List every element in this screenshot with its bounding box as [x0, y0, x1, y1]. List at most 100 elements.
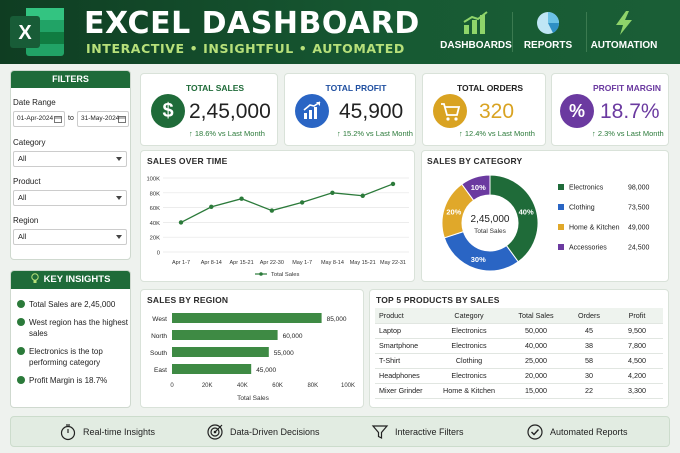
check-icon: [17, 300, 25, 308]
data-point: [390, 181, 396, 187]
bar-category-label: West: [152, 316, 167, 323]
key-insights-title: KEY INSIGHTS: [11, 271, 130, 289]
table-header-cell: Total Sales: [505, 308, 567, 324]
bar: [172, 364, 252, 374]
check-icon: [17, 376, 25, 384]
product-select[interactable]: All: [13, 190, 127, 206]
data-point: [239, 196, 244, 201]
app-header: X EXCEL DASHBOARD INTERACTIVE • INSIGHTF…: [0, 0, 680, 64]
table-row: Laptop Electronics 50,000 45 9,500: [375, 323, 663, 339]
footer-item-automated: Automated Reports: [527, 424, 628, 440]
x-tick-label: 40K: [237, 383, 248, 389]
products-table: Product Category Total Sales Orders Profit L…: [375, 308, 663, 399]
table-cell: 50,000: [505, 323, 567, 339]
date-from-input[interactable]: 01-Apr-2024: [13, 111, 65, 127]
donut-chart: 40% 30% 20% 10% 2,45,000 Total Sales Electroni…: [441, 174, 650, 272]
bar: [172, 347, 269, 357]
kpi-profit-margin: PROFIT MARGIN % 18.7% ↑ 2.3% vs Last Mon…: [551, 73, 669, 146]
table-cell: T-Shirt: [375, 353, 433, 369]
lightbulb-icon: [30, 273, 39, 283]
table-cell: Clothing: [433, 353, 505, 369]
sales-by-category-panel: SALES BY CATEGORY 40% 30% 20% 10% 2,45,000 To…: [421, 150, 669, 282]
excel-logo-icon: X: [10, 8, 64, 56]
table-cell: 45: [567, 323, 611, 339]
kpi-change: ↑ 2.3% vs Last Month: [592, 129, 664, 138]
page-title: EXCEL DASHBOARD: [84, 6, 420, 41]
table-cell: 15,000: [505, 383, 567, 399]
kpi-change: ↑ 12.4% vs Last Month: [459, 129, 535, 138]
check-icon: [17, 318, 25, 326]
bar-chart: West 85,000 North 60,000 South 55,000 East 45,0…: [150, 313, 355, 402]
slice-pct-label: 10%: [471, 183, 486, 192]
cart-icon: [433, 94, 467, 128]
x-tick-label: Apr 1-7: [172, 260, 190, 266]
filters-panel: FILTERS Date Range 01-Apr-2024 to 31-May…: [10, 70, 131, 260]
table-header-cell: Category: [433, 308, 505, 324]
table-cell: 7,800: [611, 338, 663, 354]
bar-chart-icon: [463, 11, 488, 34]
table-cell: 25,000: [505, 353, 567, 369]
y-tick-label: 0: [157, 251, 160, 257]
table-cell: 22: [567, 383, 611, 399]
legend-value: 49,000: [628, 225, 650, 232]
data-point: [178, 220, 184, 225]
nav-automation[interactable]: AUTOMATION: [584, 8, 664, 58]
calendar-icon: [118, 116, 126, 123]
data-point: [269, 208, 275, 213]
x-tick-label: May 22-31: [380, 260, 406, 266]
x-tick-label: 100K: [341, 383, 355, 389]
region-select[interactable]: All: [13, 229, 127, 245]
table-cell: 4,200: [611, 368, 663, 384]
donut-slice: [461, 174, 491, 202]
region-label: Region: [13, 216, 39, 225]
kpi-value: 18.7%: [600, 100, 660, 123]
x-axis-label: Total Sales: [237, 395, 270, 402]
slice-pct-label: 30%: [471, 255, 486, 264]
legend-swatch: [558, 224, 564, 230]
nav-reports[interactable]: REPORTS: [508, 8, 588, 58]
kpi-title: TOTAL ORDERS: [456, 83, 524, 93]
slice-pct-label: 40%: [519, 207, 534, 216]
kpi-title: PROFIT MARGIN: [593, 83, 661, 93]
table-header-cell: Orders: [567, 308, 611, 324]
table-cell: 58: [567, 353, 611, 369]
bar-category-label: South: [150, 350, 167, 357]
calendar-icon: [54, 116, 62, 123]
donut-slice: [489, 174, 539, 263]
table-header-cell: Profit: [611, 308, 663, 324]
insight-item: Electronics is the top performing catego…: [17, 346, 129, 368]
x-tick-label: May 1-7: [292, 260, 312, 266]
insight-item: Total Sales are 2,45,000: [17, 299, 129, 310]
table-cell: 9,500: [611, 323, 663, 339]
table-cell: Electronics: [433, 323, 505, 339]
x-tick-label: Apr 15-21: [229, 260, 253, 266]
category-select[interactable]: All: [13, 151, 127, 167]
table-cell: Smartphone: [375, 338, 433, 354]
kpi-title: TOTAL SALES: [185, 83, 245, 93]
x-tick-label: 60K: [272, 383, 283, 389]
table-row: Mixer Grinder Home & Kitchen 15,000 22 3,300: [375, 383, 663, 399]
bar: [172, 313, 322, 323]
legend-label: Clothing: [569, 205, 595, 212]
chevron-down-icon: [116, 235, 122, 239]
logo-letter: X: [18, 22, 32, 44]
kpi-total-profit: TOTAL PROFIT 45,900 ↑ 15.2% vs Last Mont…: [284, 73, 416, 146]
chevron-down-icon: [116, 196, 122, 200]
slice-pct-label: 20%: [446, 207, 461, 216]
legend-label: Accessories: [569, 245, 607, 252]
legend-value: 98,000: [628, 185, 650, 192]
nav-dashboards[interactable]: DASHBOARDS: [436, 8, 516, 58]
bar-value-label: 85,000: [327, 316, 347, 323]
donut-center-label: Total Sales: [474, 228, 507, 235]
table-cell: 3,300: [611, 383, 663, 399]
y-tick-label: 40K: [150, 221, 160, 227]
data-point: [330, 190, 335, 195]
bar-value-label: 60,000: [283, 333, 303, 340]
bar-category-label: North: [151, 333, 167, 340]
filters-title: FILTERS: [11, 71, 130, 88]
stopwatch-icon: [60, 424, 76, 441]
legend-label: Home & Kitchen: [569, 225, 620, 232]
date-to-input[interactable]: 31-May-2024: [77, 111, 129, 127]
legend-label: Electronics: [569, 185, 604, 192]
y-tick-label: 80K: [150, 191, 160, 197]
